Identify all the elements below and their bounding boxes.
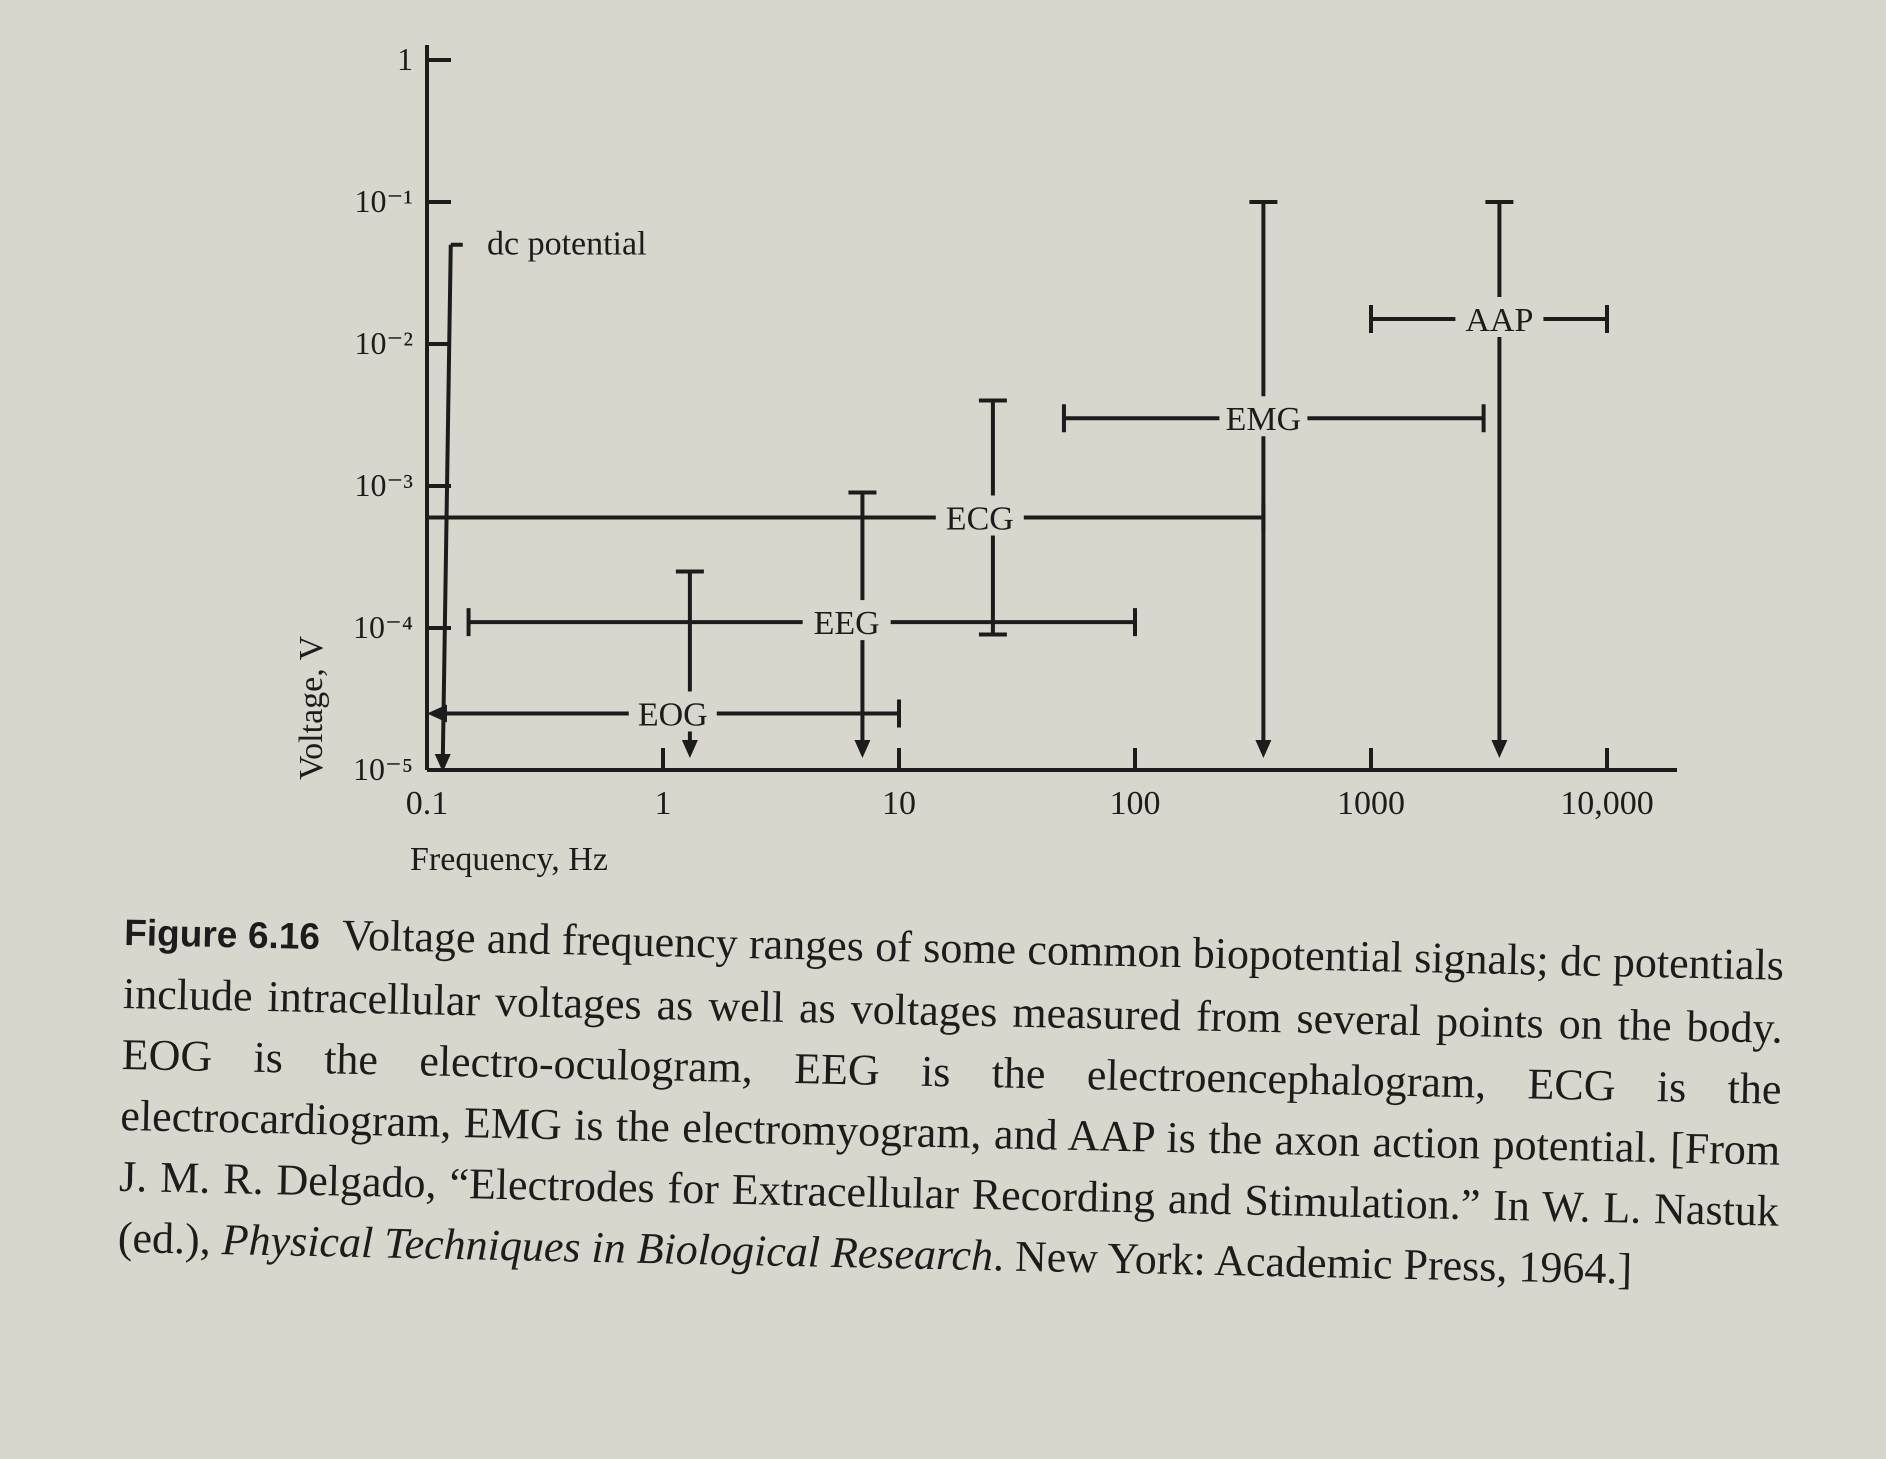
arrowhead-down [854, 740, 871, 758]
series-ecg: ECG [425, 398, 1266, 637]
figure-caption: Figure 6.16 Voltage and frequency ranges … [117, 900, 1784, 1303]
x-tick-label: 100 [1110, 785, 1161, 822]
series-dc-potential: dc potential [434, 226, 647, 772]
y-tick-label: 10⁻¹ [355, 183, 413, 219]
arrowhead-left [427, 704, 447, 723]
series-label: EEG [814, 605, 880, 642]
arrowhead-down [681, 740, 698, 758]
range-chart: 0.1 1 10 100 1000 10,000 10⁻⁵ 10⁻⁴ 10⁻³ 10⁻² 10⁻¹ 1… [293, 41, 1677, 878]
label-background [935, 495, 1024, 536]
y-axis-label: Voltage, V [293, 635, 330, 780]
voltage-range-line [440, 244, 453, 763]
y-tick-label: 10⁻⁴ [353, 609, 413, 645]
x-tick-label: 1000 [1337, 785, 1405, 822]
series-marks: dc potential EOG EEG ECG EMG AAP [425, 200, 1609, 772]
x-tick-label: 0.1 [406, 785, 449, 822]
arrowhead-down [1491, 740, 1508, 758]
series-eeg: EEG [466, 490, 1137, 758]
series-label: dc potential [487, 226, 647, 263]
label-background [1455, 296, 1544, 337]
y-tick-label: 10⁻² [355, 325, 413, 361]
caption-text: Voltage and frequency ranges of some com… [117, 910, 1785, 1265]
x-tick-label: 10,000 [1560, 785, 1654, 822]
series-label: ECG [946, 501, 1014, 538]
axes: 0.1 1 10 100 1000 10,000 10⁻⁵ 10⁻⁴ 10⁻³ 10⁻² 10⁻¹ 1 [353, 41, 1677, 822]
label-background [1219, 396, 1308, 437]
series-label: AAP [1465, 302, 1533, 339]
y-tick-label: 10⁻³ [355, 467, 413, 503]
arrowhead-down [1255, 740, 1272, 758]
y-tick-label: 10⁻⁵ [353, 751, 413, 787]
arrowhead-down [434, 754, 451, 772]
x-tick-label: 1 [655, 785, 672, 822]
series-label: EMG [1226, 401, 1302, 438]
series-label: EOG [638, 696, 708, 733]
series-aap: AAP [1369, 200, 1609, 758]
x-tick-label: 10 [882, 785, 916, 822]
figure-label: Figure 6.16 [123, 911, 321, 958]
series-eog: EOG [427, 569, 901, 758]
caption-tail: . New York: Academic Press, 1964.] [992, 1231, 1633, 1294]
label-background [628, 691, 717, 732]
series-emg: EMG [1061, 200, 1486, 758]
x-axis-label: Frequency, Hz [410, 841, 608, 878]
caption-book-title: Physical Techniques in Biological Resear… [221, 1215, 994, 1281]
label-background [802, 600, 891, 641]
y-tick-label: 1 [397, 41, 413, 77]
